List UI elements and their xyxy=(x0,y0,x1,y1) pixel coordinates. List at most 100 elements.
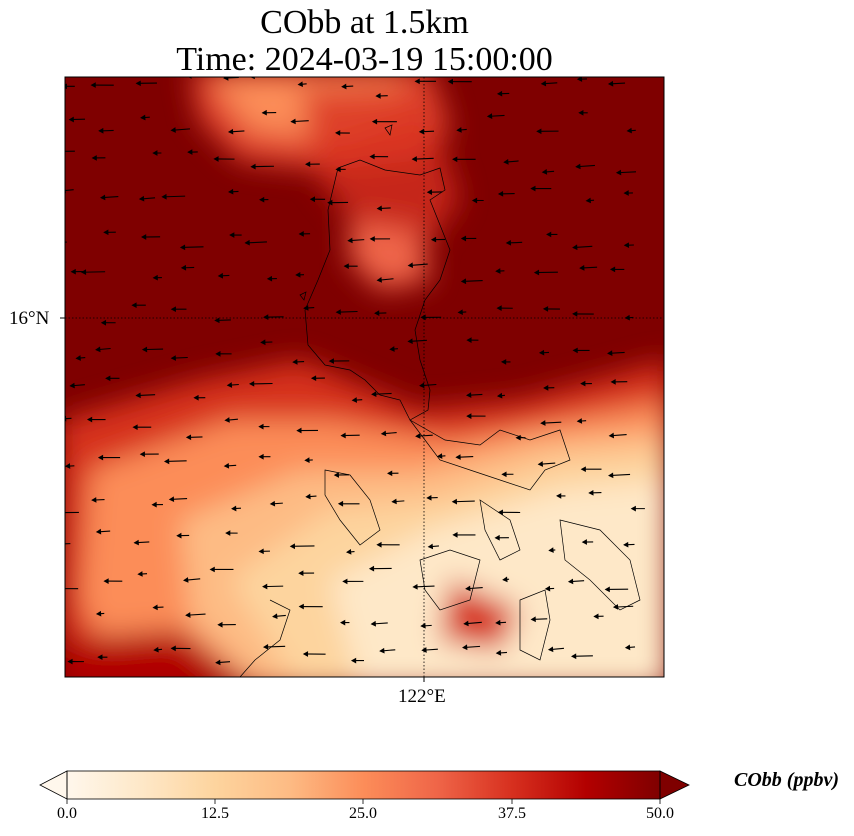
wind-arrow-head xyxy=(223,462,230,469)
colorbar-tick-3: 37.5 xyxy=(498,805,526,822)
wind-arrow-head xyxy=(345,549,352,555)
wind-arrow-head xyxy=(138,195,145,202)
wind-arrow-head xyxy=(91,155,97,161)
wind-arrow-head xyxy=(538,349,545,356)
wind-arrow-head xyxy=(375,93,381,99)
wind-arrow-head xyxy=(139,451,145,458)
wind-arrow-head xyxy=(615,169,622,176)
wind-arrow-head xyxy=(540,420,546,426)
wind-arrow-head xyxy=(494,534,500,541)
wind-arrow-head xyxy=(180,264,187,271)
wind-arrow-head xyxy=(347,237,353,244)
wind-arrow-head xyxy=(49,609,53,613)
wind-arrow-head xyxy=(420,314,426,321)
wind-arrow-head xyxy=(217,272,224,279)
colorbar-extend-max xyxy=(659,770,690,800)
wind-arrow-head xyxy=(466,392,472,398)
wind-arrow-head xyxy=(460,278,467,285)
wind-arrow-head xyxy=(258,453,264,460)
wind-arrow-head xyxy=(90,82,96,88)
wind-arrow-head xyxy=(607,350,613,356)
wind-arrow-head xyxy=(447,78,453,85)
wind-arrow-head xyxy=(65,463,71,469)
wind-arrow-head xyxy=(376,541,382,548)
wind-arrow-head xyxy=(379,647,385,654)
wind-arrow-head xyxy=(132,424,138,431)
wind-arrow-head xyxy=(262,583,268,590)
wind-arrow-head xyxy=(341,83,347,90)
wind-arrow-head xyxy=(540,80,547,87)
wind-arrow-head xyxy=(351,397,358,403)
wind-arrow-head xyxy=(380,430,387,437)
wind-arrow xyxy=(250,77,254,78)
wind-arrow-head xyxy=(368,565,375,572)
wind-arrow-head xyxy=(163,458,170,465)
wind-arrow-head xyxy=(298,570,304,577)
wind-arrow-head xyxy=(215,351,221,357)
wind-arrow-head xyxy=(579,265,585,271)
wind-arrow-head xyxy=(623,541,629,548)
wind-arrow-head xyxy=(624,644,631,651)
wind-arrow-head xyxy=(418,128,425,135)
wind-arrow-head xyxy=(151,501,157,508)
wind-arrow-head xyxy=(297,81,303,87)
wind-arrow-head xyxy=(310,375,317,382)
wind-arrow-head xyxy=(228,188,234,195)
wind-arrow-head xyxy=(80,269,87,275)
wind-arrow-head xyxy=(133,539,139,546)
wind-arrow-head xyxy=(495,619,501,626)
wind-arrow-head xyxy=(465,585,471,592)
wind-arrow-head xyxy=(436,453,443,459)
wind-arrow-head xyxy=(289,543,296,550)
wind-arrow-head xyxy=(226,382,233,388)
wind-arrow-head xyxy=(272,613,278,620)
latitude-tick-label: 16°N xyxy=(9,308,50,329)
wind-arrow-head xyxy=(610,379,616,385)
wind-arrow-head xyxy=(588,489,594,496)
wind-arrow-head xyxy=(305,493,311,500)
wind-arrow-head xyxy=(131,302,137,309)
wind-arrow-head xyxy=(456,127,462,133)
wind-arrow-head xyxy=(135,80,141,87)
wind-arrow-head xyxy=(183,577,189,583)
wind-arrow-head xyxy=(496,305,502,311)
wind-arrow-head xyxy=(567,578,574,585)
wind-arrow-head xyxy=(185,612,191,618)
wind-arrow-head xyxy=(335,309,341,315)
wind-arrow-head xyxy=(415,433,421,439)
wind-vectors xyxy=(49,77,645,666)
wind-arrow-head xyxy=(407,262,414,269)
wind-arrow-head xyxy=(421,647,427,653)
wind-arrow-head xyxy=(556,493,562,499)
wind-arrow-head xyxy=(496,90,503,97)
wind-arrow-head xyxy=(227,128,234,135)
wind-arrow-head xyxy=(369,153,375,160)
wind-arrow-head xyxy=(426,189,433,195)
wind-arrow-head xyxy=(505,239,512,246)
colorbar-extend-min xyxy=(39,770,68,800)
wind-arrow-head xyxy=(304,457,310,463)
wind-arrow-head xyxy=(495,268,501,274)
colorbar-title: CObb (ppbv) xyxy=(734,769,839,791)
map-frame xyxy=(64,76,665,678)
wind-arrow-head xyxy=(391,498,397,505)
wind-arrow-head xyxy=(426,494,432,501)
wind-arrow-head xyxy=(376,205,382,212)
wind-arrow-head xyxy=(244,239,250,246)
wind-arrow-head xyxy=(50,306,54,310)
wind-arrow-head xyxy=(609,266,616,273)
wind-arrow-head xyxy=(224,417,230,423)
wind-arrow-head xyxy=(576,77,583,82)
wind-arrow-head xyxy=(471,197,478,204)
wind-arrow-head xyxy=(342,578,348,585)
wind-arrow-head xyxy=(414,78,420,85)
wind-arrow-head xyxy=(503,159,509,165)
wind-arrow-head xyxy=(387,470,393,477)
wind-arrow-head xyxy=(97,454,104,461)
wind-arrow-head xyxy=(170,645,176,652)
wind-arrow-head xyxy=(266,275,273,282)
colorbar-tick-1: 12.5 xyxy=(201,805,229,822)
wind-arrow-head xyxy=(515,434,521,441)
wind-arrow-head xyxy=(231,505,237,512)
wind-arrow-head xyxy=(100,319,107,326)
